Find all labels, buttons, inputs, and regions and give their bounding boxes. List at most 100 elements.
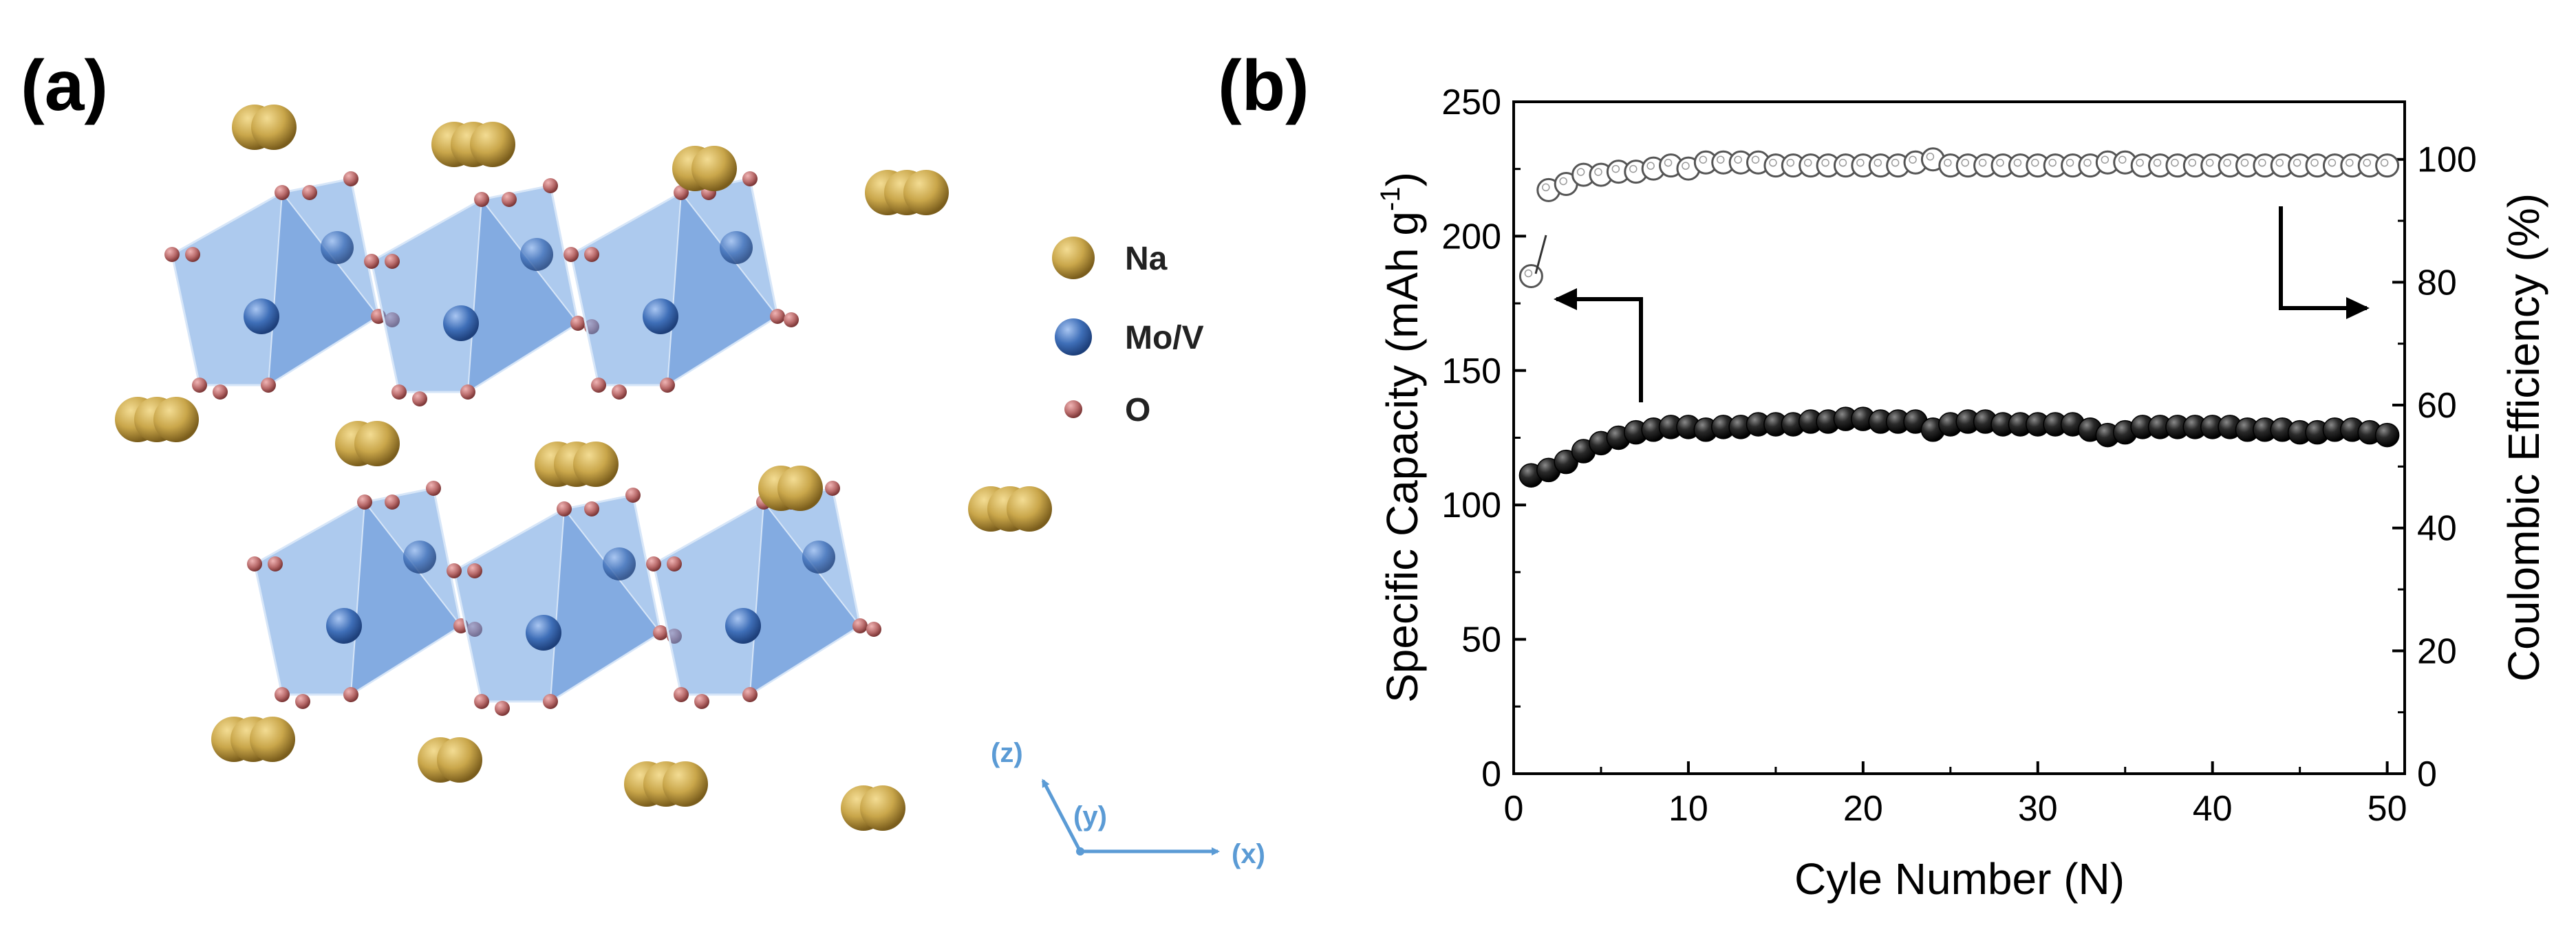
na-atom: [1007, 486, 1052, 532]
efficiency-point-highlight: [1699, 155, 1708, 164]
efficiency-point-highlight: [1909, 155, 1917, 164]
oxygen-atom: [364, 254, 379, 269]
efficiency-point-highlight: [1874, 158, 1882, 167]
oxygen-atom: [495, 701, 510, 716]
na-atom: [251, 105, 297, 150]
efficiency-point-highlight: [2083, 158, 2092, 167]
na-atom: [860, 785, 905, 831]
efficiency-point-highlight: [1978, 158, 1987, 167]
oxygen-atom: [391, 384, 407, 400]
oxygen-atom: [584, 247, 599, 262]
efficiency-point-highlight: [2031, 158, 2039, 167]
oxygen-atom: [784, 312, 799, 327]
efficiency-point-highlight: [2240, 158, 2249, 167]
y-right-tick-label: 20: [2417, 631, 2457, 671]
efficiency-point-highlight: [2223, 158, 2231, 167]
na-atom: [354, 421, 400, 466]
efficiency-point-highlight: [1786, 158, 1795, 167]
efficiency-point-highlight: [1664, 158, 1673, 167]
na-atom: [573, 442, 619, 487]
y-left-tick-label: 150: [1441, 351, 1501, 391]
x-tick-label: 50: [2368, 789, 2407, 829]
axis-triad: (z) (y) (x): [991, 738, 1265, 869]
y-left-label-main: Specific Capacity (mAh g: [1377, 211, 1427, 703]
oxygen-atom: [742, 171, 758, 186]
oxygen-atom: [825, 481, 840, 496]
efficiency-point-highlight: [2048, 158, 2057, 167]
oxygen-atom: [674, 687, 689, 702]
oxygen-atom: [185, 247, 200, 262]
efficiency-point-highlight: [1838, 158, 1847, 167]
efficiency-point-highlight: [1734, 155, 1742, 164]
mo-v-atom: [520, 238, 553, 271]
oxygen-atom: [474, 694, 489, 709]
efficiency-point-highlight: [2013, 158, 2022, 167]
oxygen-atom: [557, 501, 572, 516]
efficiency-point-highlight: [1611, 164, 1620, 173]
oxygen-atom: [247, 556, 262, 572]
y-left-label-end: ): [1377, 172, 1427, 186]
na-atom: [691, 146, 737, 191]
na-atom: [437, 737, 482, 783]
oxygen-atom: [866, 622, 881, 637]
efficiency-point-highlight: [1542, 183, 1550, 192]
y-right-tick-label: 100: [2417, 140, 2477, 180]
efficiency-point-highlight: [1891, 158, 1900, 167]
legend-movi-sphere: [1055, 318, 1092, 356]
efficiency-point-highlight: [1524, 269, 1533, 278]
y-axis-right-label: Coulombic Efficiency (%): [2499, 193, 2548, 682]
efficiency-point-highlight: [1961, 158, 1969, 167]
efficiency-point-highlight: [2258, 158, 2266, 167]
oxygen-atom: [261, 378, 276, 393]
oxygen-atom: [412, 391, 427, 406]
mo-v-atom: [326, 608, 362, 644]
x-tick-label: 30: [2018, 789, 2058, 829]
y-right-tick-label: 80: [2417, 263, 2457, 303]
legend-o-sphere: [1064, 400, 1082, 418]
efficiency-point-highlight: [1576, 168, 1585, 176]
efficiency-point-highlight: [1944, 158, 1952, 167]
efficiency-point-highlight: [1803, 158, 1812, 167]
oxygen-atom: [770, 309, 785, 324]
triad-y-label: (y): [1073, 801, 1107, 831]
y-axis-left: 0 50 100 150 200 250: [1441, 83, 1526, 794]
oxygen-atom: [660, 378, 675, 393]
left-axis-indicator-arrow: [1554, 288, 1643, 402]
y-right-tick-label: 40: [2417, 509, 2457, 549]
oxygen-atom: [467, 563, 482, 578]
structure-legend: Na Mo/V O: [1052, 237, 1204, 428]
oxygen-atom: [268, 556, 283, 572]
efficiency-point-highlight: [2188, 158, 2197, 167]
oxygen-atom: [213, 384, 228, 400]
efficiency-point-highlight: [2275, 158, 2284, 167]
oxygen-atom: [192, 378, 207, 393]
y-left-tick-label: 250: [1441, 83, 1501, 122]
efficiency-point-highlight: [1646, 162, 1655, 170]
oxygen-atom: [653, 625, 668, 640]
efficiency-point-highlight: [2310, 158, 2319, 167]
na-atom: [153, 397, 199, 442]
y-right-tick-label: 0: [2417, 754, 2437, 794]
oxygen-atom: [447, 563, 462, 578]
oxygen-atom: [625, 488, 641, 503]
oxygen-atom: [343, 171, 358, 186]
mo-v-atom: [526, 615, 561, 651]
triad-z-arrow: [1041, 779, 1082, 853]
na-atom: [903, 170, 949, 215]
legend-o-label: O: [1125, 392, 1150, 428]
right-axis-indicator-arrow: [2279, 206, 2370, 319]
efficiency-point-highlight: [2101, 155, 2110, 164]
efficiency-point-highlight: [2205, 158, 2214, 167]
mo-v-atom: [643, 298, 678, 334]
oxygen-atom: [852, 618, 868, 633]
oxygen-atom: [543, 694, 558, 709]
oxygen-atom: [591, 378, 606, 393]
y-axis-left-label: Specific Capacity (mAh g-1): [1375, 172, 1427, 703]
oxygen-atom: [164, 247, 180, 262]
efficiency-point-highlight: [1926, 152, 1935, 161]
oxygen-atom: [385, 494, 400, 510]
mo-v-atom: [720, 231, 753, 264]
y-left-tick-label: 0: [1481, 754, 1501, 794]
